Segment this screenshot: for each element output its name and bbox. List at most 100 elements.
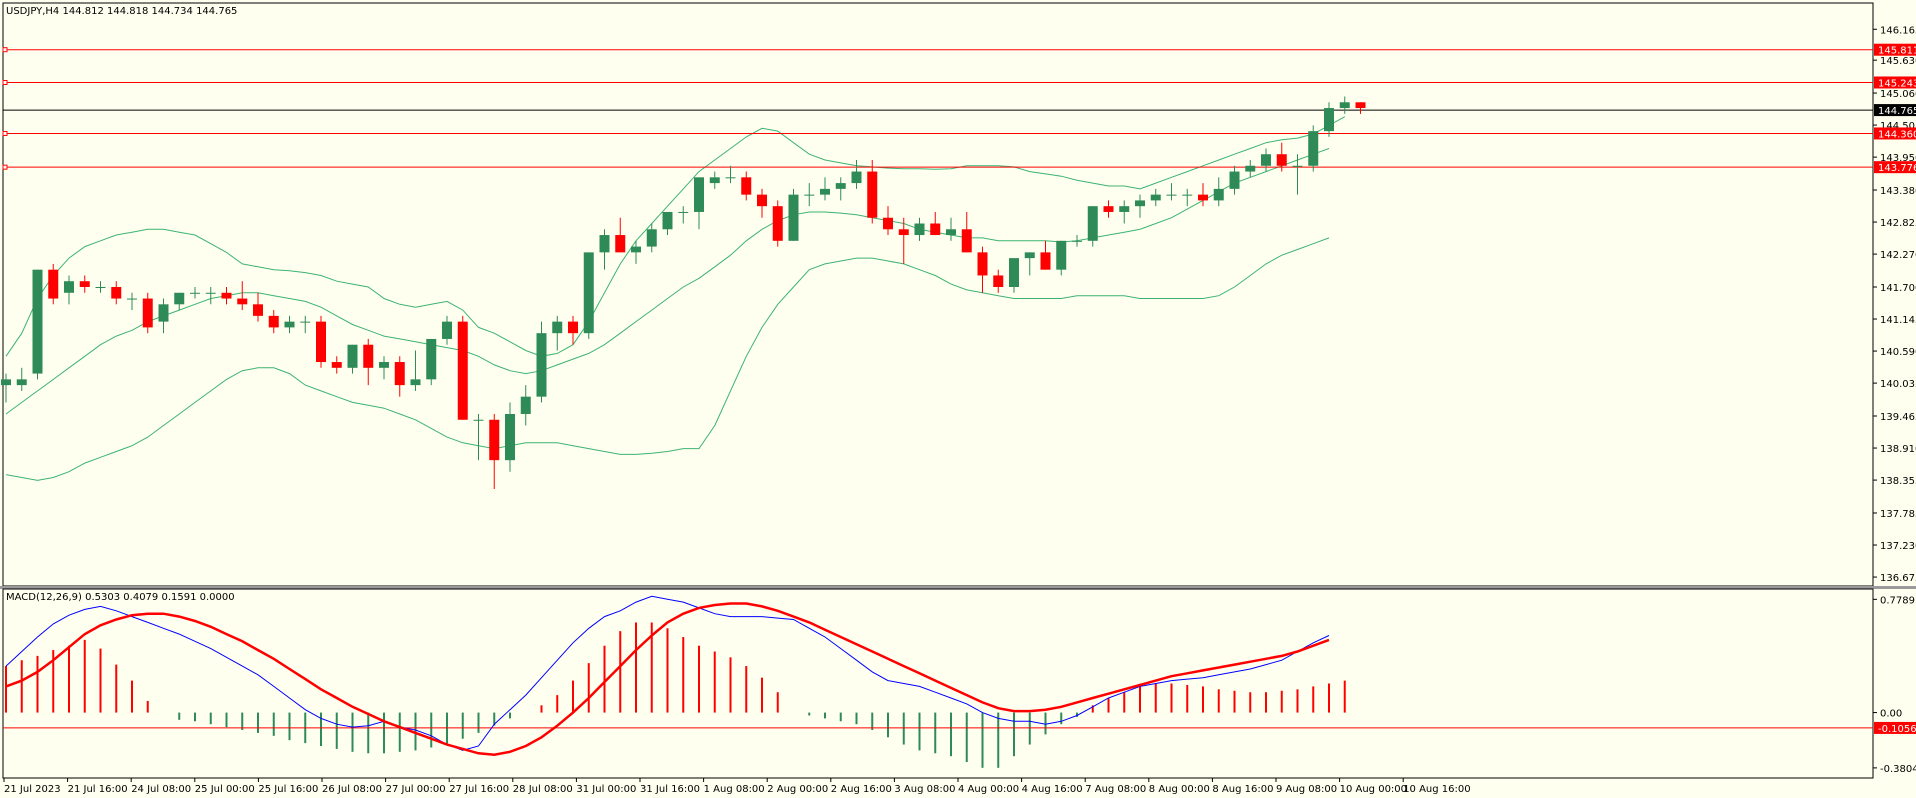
macd-pane-frame — [2, 588, 1874, 779]
level-tag — [1874, 76, 1916, 89]
current-price-tag — [1874, 104, 1916, 117]
candle-bull — [678, 211, 689, 213]
time-tick-label: 31 Jul 16:00 — [640, 784, 700, 795]
candle-bear — [930, 223, 941, 236]
candle-bull — [1150, 194, 1161, 201]
time-tick-label: 4 Aug 16:00 — [1022, 784, 1083, 795]
candle-bear — [757, 194, 767, 207]
candle-bull — [583, 252, 594, 334]
candle-bear — [48, 269, 59, 299]
candle-bull — [1229, 171, 1240, 189]
price-tick-label: 136.675 — [1880, 573, 1916, 584]
candle-bull — [1072, 240, 1082, 242]
macd-header: MACD(12,26,9) 0.5303 0.4079 0.1591 0.000… — [6, 592, 235, 603]
candle-bull — [946, 229, 956, 236]
time-tick-label: 10 Aug 00:00 — [1340, 784, 1407, 795]
current-price-label: 144.765 — [1878, 106, 1916, 117]
candle-bull — [64, 281, 74, 293]
candle-bull — [1119, 206, 1130, 212]
time-tick-label: 7 Aug 08:00 — [1085, 784, 1146, 795]
candle-bull — [599, 235, 610, 253]
time-tick-label: 8 Aug 16:00 — [1212, 784, 1273, 795]
candle-bull — [190, 292, 200, 294]
time-tick-label: 3 Aug 08:00 — [894, 784, 955, 795]
candle-bull — [914, 223, 925, 236]
candle-bull — [1, 379, 11, 386]
candle-bull — [631, 246, 641, 253]
macd-level-label: -0.1056 — [1878, 724, 1916, 735]
candle-bull — [205, 292, 216, 294]
candle-bull — [1261, 154, 1271, 166]
level-tag — [1874, 127, 1916, 140]
time-tick-label: 21 Jul 2023 — [4, 784, 61, 795]
level-tag-label: 144.360 — [1878, 129, 1916, 140]
price-tick-label: 138.355 — [1880, 476, 1916, 487]
time-tick-label: 2 Aug 00:00 — [767, 784, 828, 795]
candle-bull — [804, 194, 815, 196]
candle-bear — [883, 217, 893, 230]
time-tick-label: 24 Jul 08:00 — [131, 784, 191, 795]
macd-main-line — [5, 595, 1330, 751]
candle-bull — [788, 194, 799, 241]
candle-bear — [1355, 102, 1366, 109]
time-tick-label: 27 Jul 00:00 — [386, 784, 446, 795]
price-tick-label: 143.380 — [1880, 186, 1916, 197]
candle-bull — [16, 379, 27, 386]
candle-bull — [1213, 188, 1224, 201]
symbol-header: USDJPY,H4 144.812 144.818 144.734 144.76… — [6, 6, 237, 17]
time-tick-label: 9 Aug 08:00 — [1276, 784, 1337, 795]
candle-bull — [442, 321, 452, 339]
price-tick-label: 139.465 — [1880, 412, 1916, 423]
price-pane[interactable]: 146.165 145.630 145.060 144.505 143.950 143.3… — [0, 2, 1916, 589]
candle-bear — [867, 171, 878, 218]
candle-bull — [127, 298, 137, 300]
candle-bull — [426, 338, 437, 380]
candle-bear — [993, 275, 1004, 287]
level-tag — [1874, 161, 1916, 174]
price-tick-label: 141.700 — [1880, 283, 1916, 294]
candle-bull — [709, 177, 720, 184]
level-anchor — [2, 47, 8, 53]
level-anchor — [2, 164, 8, 170]
candle-bull — [725, 177, 736, 179]
level-anchor — [2, 79, 8, 85]
candle-bear — [253, 304, 263, 316]
candle-bull — [820, 188, 830, 195]
candle-bull — [410, 379, 421, 386]
candle-bear — [457, 321, 468, 420]
candle-bull — [1245, 165, 1256, 172]
candle-bull — [95, 286, 106, 288]
candle-bear — [1040, 252, 1051, 270]
candle-bull — [1339, 102, 1350, 109]
level-tag-label: 143.776 — [1878, 163, 1916, 174]
time-tick-label: 4 Aug 00:00 — [958, 784, 1019, 795]
candle-bear — [772, 206, 783, 241]
time-tick-label: 21 Jul 16:00 — [68, 784, 128, 795]
candle-bear — [316, 321, 326, 363]
time-tick-label: 31 Jul 00:00 — [576, 784, 636, 795]
candle-bear — [615, 235, 626, 253]
candle-bull — [1009, 258, 1019, 287]
candle-bear — [489, 419, 500, 461]
candle-bull — [646, 229, 657, 247]
candle-bear — [268, 315, 279, 328]
candle-bull — [1182, 194, 1193, 196]
candle-bull — [284, 321, 295, 328]
time-tick-label: 10 Aug 16:00 — [1403, 784, 1470, 795]
bollinger-lower-line — [5, 237, 1330, 481]
macd-tick-label: 0.00 — [1880, 709, 1902, 720]
time-tick-label: 25 Jul 00:00 — [195, 784, 255, 795]
macd-signal-line — [5, 602, 1330, 756]
candle-bull — [552, 321, 563, 334]
candle-bull — [379, 362, 389, 368]
level-anchor — [2, 130, 8, 136]
macd-pane[interactable]: 0.7789 0.00 -0.3804 -0.1056 — [2, 588, 1916, 779]
candle-bull — [158, 304, 169, 322]
candle-bear — [741, 177, 752, 195]
macd-tick-label: 0.7789 — [1880, 595, 1915, 606]
price-tick-label: 144.505 — [1880, 121, 1916, 132]
level-tag — [1874, 43, 1916, 56]
candle-bear — [394, 362, 405, 386]
